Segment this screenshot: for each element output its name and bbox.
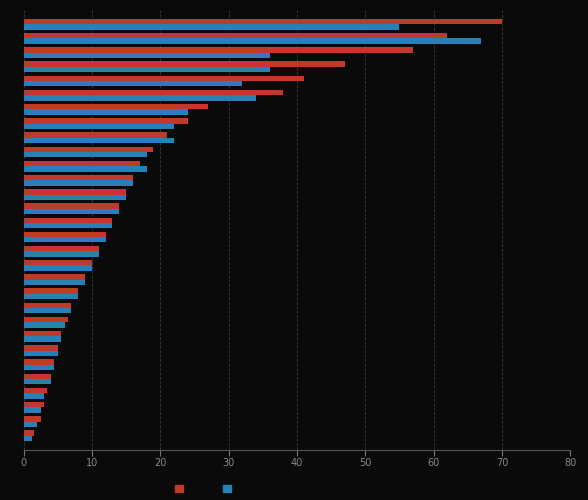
Bar (24, 208, 119, 214)
Bar (24, 67, 269, 72)
Bar (24, 223, 112, 228)
Bar (24, 189, 126, 194)
Bar (24, 90, 283, 95)
Bar (24, 95, 256, 100)
Bar (24, 204, 119, 208)
Bar (24, 237, 106, 242)
Legend: , : , (171, 480, 237, 498)
Bar (24, 302, 71, 308)
Bar (24, 430, 34, 436)
Bar (24, 110, 188, 114)
Bar (24, 408, 41, 413)
Bar (24, 379, 51, 384)
Bar (24, 346, 58, 350)
Bar (24, 393, 44, 398)
Bar (24, 331, 61, 336)
Bar (24, 62, 345, 67)
Bar (24, 436, 32, 441)
Bar (24, 132, 167, 138)
Bar (24, 124, 174, 129)
Bar (24, 422, 37, 427)
Bar (24, 175, 133, 180)
Bar (24, 402, 44, 407)
Bar (24, 266, 92, 271)
Bar (24, 350, 58, 356)
Bar (24, 288, 78, 294)
Bar (24, 52, 269, 58)
Bar (24, 24, 399, 30)
Bar (24, 274, 85, 280)
Bar (24, 138, 174, 143)
Bar (24, 166, 146, 172)
Bar (24, 218, 112, 223)
Bar (24, 38, 482, 44)
Bar (24, 336, 61, 342)
Bar (24, 118, 188, 124)
Bar (24, 146, 153, 152)
Bar (24, 160, 140, 166)
Bar (24, 19, 502, 24)
Bar (24, 388, 48, 393)
Bar (24, 194, 126, 200)
Bar (24, 246, 99, 252)
Bar (24, 104, 208, 110)
Bar (24, 232, 106, 237)
Bar (24, 317, 68, 322)
Bar (24, 280, 85, 285)
Bar (24, 374, 51, 379)
Bar (24, 308, 71, 314)
Bar (24, 322, 65, 328)
Bar (24, 365, 54, 370)
Bar (24, 76, 304, 81)
Bar (24, 260, 92, 266)
Bar (24, 47, 413, 52)
Bar (24, 152, 146, 158)
Bar (24, 180, 133, 186)
Bar (24, 360, 54, 365)
Bar (24, 416, 41, 422)
Bar (24, 33, 447, 38)
Bar (24, 252, 99, 256)
Bar (24, 81, 242, 86)
Bar (24, 294, 78, 300)
